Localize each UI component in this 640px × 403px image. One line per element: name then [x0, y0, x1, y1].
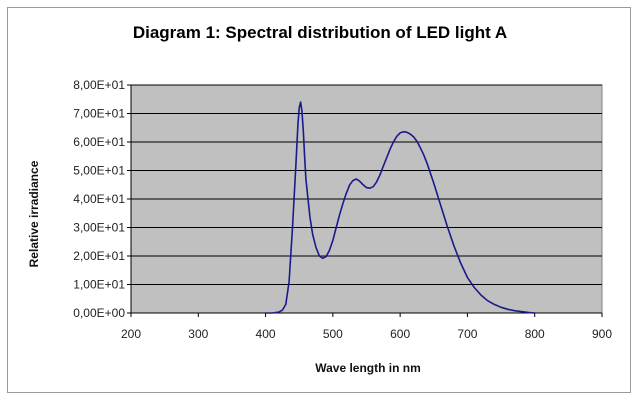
y-tick-label: 8,00E+01 — [73, 78, 125, 92]
y-tick-label: 3,00E+01 — [73, 221, 125, 235]
x-tick-label: 900 — [592, 327, 612, 341]
y-tick-label: 5,00E+01 — [73, 164, 125, 178]
x-tick-label: 700 — [457, 327, 477, 341]
y-tick-label: 0,00E+00 — [73, 306, 125, 320]
x-axis-title: Wave length in nm — [315, 361, 421, 375]
y-tick-label: 7,00E+01 — [73, 107, 125, 121]
y-tick-label: 6,00E+01 — [73, 135, 125, 149]
y-tick-label: 4,00E+01 — [73, 192, 125, 206]
x-tick-label: 200 — [121, 327, 141, 341]
y-tick-label: 2,00E+01 — [73, 249, 125, 263]
y-axis-title: Relative irradiance — [27, 160, 41, 267]
x-tick-label: 800 — [525, 327, 545, 341]
x-tick-label: 400 — [256, 327, 276, 341]
chart-title: Diagram 1: Spectral distribution of LED … — [133, 23, 507, 42]
x-tick-label: 600 — [390, 327, 410, 341]
y-tick-label: 1,00E+01 — [73, 278, 125, 292]
x-tick-label: 300 — [188, 327, 208, 341]
x-tick-label: 500 — [323, 327, 343, 341]
series-line — [265, 101, 535, 314]
